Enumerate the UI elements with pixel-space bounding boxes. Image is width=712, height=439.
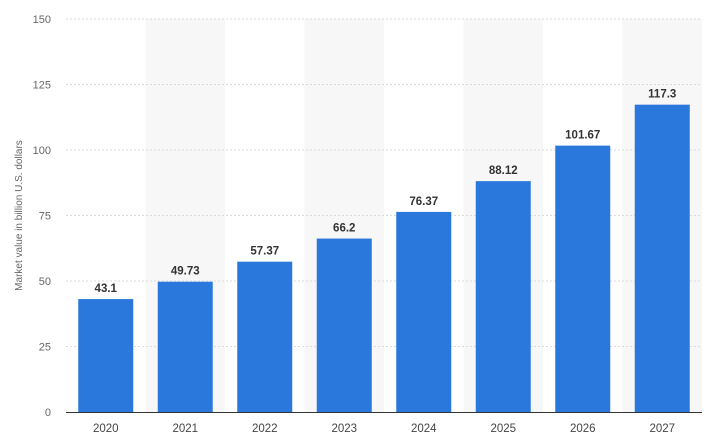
value-label: 66.2 bbox=[333, 223, 355, 235]
y-tick-label: 100 bbox=[33, 145, 51, 157]
value-label: 76.37 bbox=[409, 196, 438, 208]
x-tick-label: 2026 bbox=[570, 423, 596, 435]
bar-2025 bbox=[475, 181, 531, 412]
bar-2021 bbox=[157, 281, 213, 412]
y-tick-label: 75 bbox=[39, 211, 51, 223]
x-tick-label: 2027 bbox=[649, 423, 675, 435]
value-label: 57.37 bbox=[250, 246, 279, 258]
bar-2022 bbox=[237, 261, 293, 412]
bar-2024 bbox=[396, 211, 452, 412]
y-tick-label: 150 bbox=[33, 14, 51, 26]
y-tick-label: 125 bbox=[33, 80, 51, 92]
value-label: 101.67 bbox=[565, 130, 600, 142]
x-tick-label: 2023 bbox=[331, 423, 357, 435]
x-tick-label: 2020 bbox=[93, 423, 119, 435]
bar-2026 bbox=[555, 145, 611, 412]
x-axis-ticks: 2020 2021 2022 2023 2024 2025 2026 2027 bbox=[93, 423, 675, 435]
bar-2027 bbox=[634, 104, 690, 412]
y-axis-ticks: 0 25 50 75 100 125 150 bbox=[33, 14, 51, 419]
x-tick-label: 2025 bbox=[490, 423, 516, 435]
y-tick-label: 0 bbox=[45, 407, 51, 419]
value-label: 117.3 bbox=[648, 89, 676, 101]
value-labels: 43.1 49.73 57.37 66.2 76.37 88.12 101.67 117.3 bbox=[95, 89, 677, 295]
value-label: 88.12 bbox=[489, 165, 518, 177]
value-label: 43.1 bbox=[95, 283, 118, 295]
bar-2020 bbox=[78, 299, 134, 412]
x-tick-label: 2021 bbox=[172, 423, 198, 435]
value-label: 49.73 bbox=[171, 266, 200, 278]
y-axis-title: Market value in billion U.S. dollars bbox=[14, 140, 25, 291]
x-tick-label: 2022 bbox=[252, 423, 278, 435]
bars bbox=[78, 104, 690, 412]
x-tick-label: 2024 bbox=[411, 423, 437, 435]
y-tick-label: 25 bbox=[39, 342, 51, 354]
y-tick-label: 50 bbox=[39, 276, 51, 288]
bar-2023 bbox=[316, 238, 372, 412]
